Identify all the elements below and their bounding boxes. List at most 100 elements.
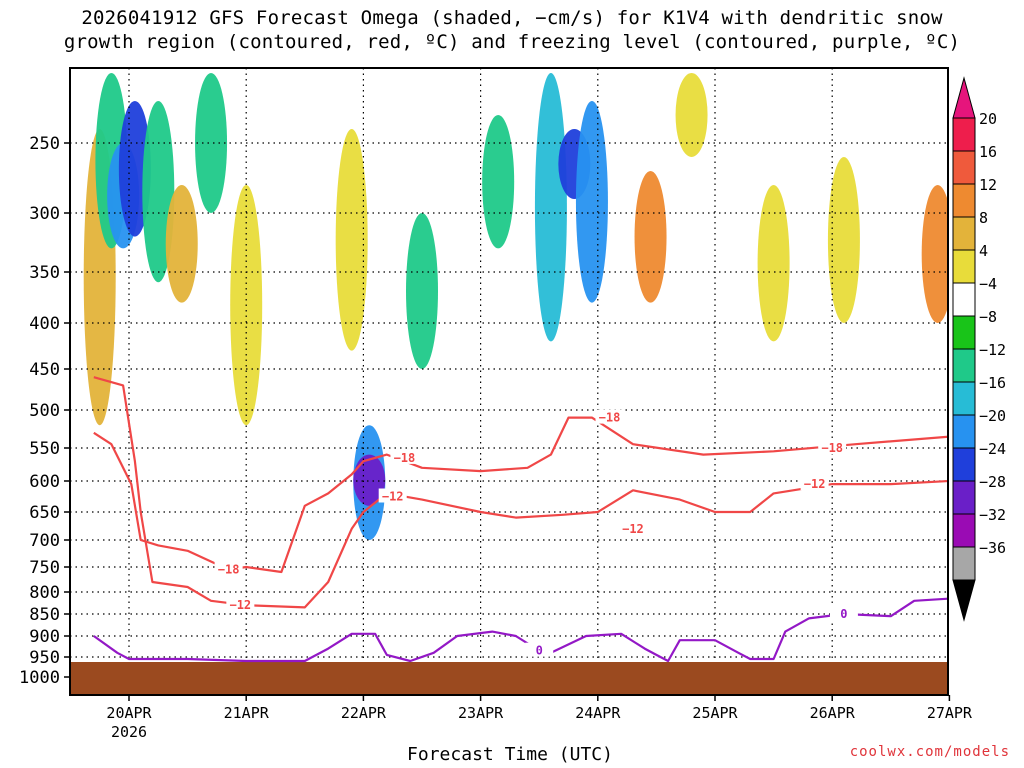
colorbar-label: −32 [979,506,1006,524]
y-tick-label: 300 [29,204,60,224]
omega-cell [482,115,515,249]
omega-cell [335,129,368,351]
y-tick-label: 950 [29,648,60,668]
colorbar-label: −28 [979,473,1006,491]
x-tick-label: 23APR [458,704,504,722]
y-tick-label: 900 [29,627,60,647]
colorbar-label: −12 [979,341,1006,359]
omega-cell [634,171,667,303]
colorbar-label: 16 [979,143,997,161]
contour-label-zero: 0 [840,607,847,621]
colorbar-swatch [952,117,976,152]
contour-label-bg [800,476,829,491]
contour-label-minus18: −18 [394,451,416,465]
colorbar-label: −20 [979,407,1006,425]
omega-cell [534,73,567,342]
y-tick-label: 400 [29,314,60,334]
x-tick-label: 21APR [224,704,270,722]
x-tick-label: 20APR [106,704,152,722]
contour-label-minus18: −18 [821,441,843,455]
contour-label-minus12: −12 [382,490,404,504]
time-axis: 20APR 21APR 22APR 23APR 24APR 25APR 26APR 27APR… [106,695,973,740]
omega-cell [675,73,708,157]
contour-label-bg [818,440,847,454]
colorbar-label: −16 [979,374,1006,392]
site-credit: coolwx.com/models [849,744,1010,760]
contour-label-minus12: −12 [622,522,644,536]
colorbar-label: −36 [979,539,1006,557]
y-tick-label: 1000 [19,668,60,688]
colorbar-label: 4 [979,242,988,260]
y-tick-label: 650 [29,503,60,523]
plot-frame [69,67,949,696]
contour-label-bg [378,488,407,503]
y-tick-label: 250 [29,134,60,154]
y-tick-label: 500 [29,401,60,421]
colorbar-label: 8 [979,209,988,227]
colorbar-bottom-arrow [952,579,976,622]
y-tick-label: 350 [29,263,60,283]
omega-cell [165,185,198,303]
colorbar-swatch [952,150,976,185]
x-tick-label: 27APR [927,704,973,722]
colorbar-swatch [952,348,976,383]
contour-label-bg [214,561,243,576]
colorbar-swatch [952,216,976,251]
chart-title-line-2: growth region (contoured, red, ºC) and f… [63,31,961,53]
omega-shading [83,73,948,540]
omega-cell [827,157,860,323]
colorbar-label: −24 [979,440,1006,458]
temperature-contours: −18 −18 −18 −18 −12 −12 −12 −12 0 0 [93,376,948,663]
contour-label-bg [226,597,255,612]
x-tick-label: 25APR [692,704,738,722]
colorbar-swatch [952,513,976,548]
contour-label-bg [829,606,858,620]
y-tick-label: 600 [29,472,60,492]
contour-label-bg [390,449,419,464]
colorbar-label: 20 [979,110,997,128]
x-tick-label: 26APR [810,704,856,722]
contour-label-bg [595,409,624,424]
isotherm-contour [93,416,948,574]
contour-label-minus12: −12 [229,598,251,612]
y-tick-label: 550 [29,439,60,459]
colorbar-swatch [952,480,976,515]
y-tick-label: 800 [29,583,60,603]
x-tick-label: 24APR [575,704,621,722]
colorbar-swatch [952,414,976,449]
ground-surface [70,662,948,695]
omega-cell [575,101,608,303]
contour-label-zero: 0 [536,644,543,658]
x-axis-title: Forecast Time (UTC) [407,744,613,765]
colorbar-swatch [952,249,976,284]
colorbar-swatch [952,183,976,218]
y-tick-label: 850 [29,605,60,625]
colorbar-swatch [952,381,976,416]
y-tick-label: 750 [29,558,60,578]
contour-label-minus18: −18 [599,411,621,425]
x-tick-label: 22APR [341,704,387,722]
contour-label-bg [618,520,647,535]
omega-cell [921,185,948,323]
colorbar-label: −8 [979,308,997,326]
colorbar-label: 12 [979,176,997,194]
colorbar-swatch [952,546,976,581]
y-tick-label: 700 [29,531,60,551]
y-tick-label: 450 [29,360,60,380]
colorbar: 20 16 12 8 4 −4 −8 −12 −16 −20 −24 −28 −32 −36 [952,76,1006,622]
omega-cell [195,73,228,213]
colorbar-swatch [952,282,976,317]
chart-title-line-1: 2026041912 GFS Forecast Omega (shaded, −… [81,7,943,29]
colorbar-label: −4 [979,275,997,293]
colorbar-top-arrow [952,76,976,119]
pressure-axis: 2503003504004505005506006507007508008509… [19,134,70,688]
omega-cell [353,454,386,506]
contour-label-bg [525,642,554,657]
omega-cross-section-chart: −18 −18 −18 −18 −12 −12 −12 −12 0 0 250 300 350 400 4… [19,67,1006,740]
contour-label-minus12: −12 [804,477,826,491]
colorbar-swatch [952,447,976,482]
omega-cell [406,213,438,369]
contour-label-minus18: −18 [218,563,240,577]
x-year-label: 2026 [111,723,147,740]
omega-cell [757,185,790,342]
